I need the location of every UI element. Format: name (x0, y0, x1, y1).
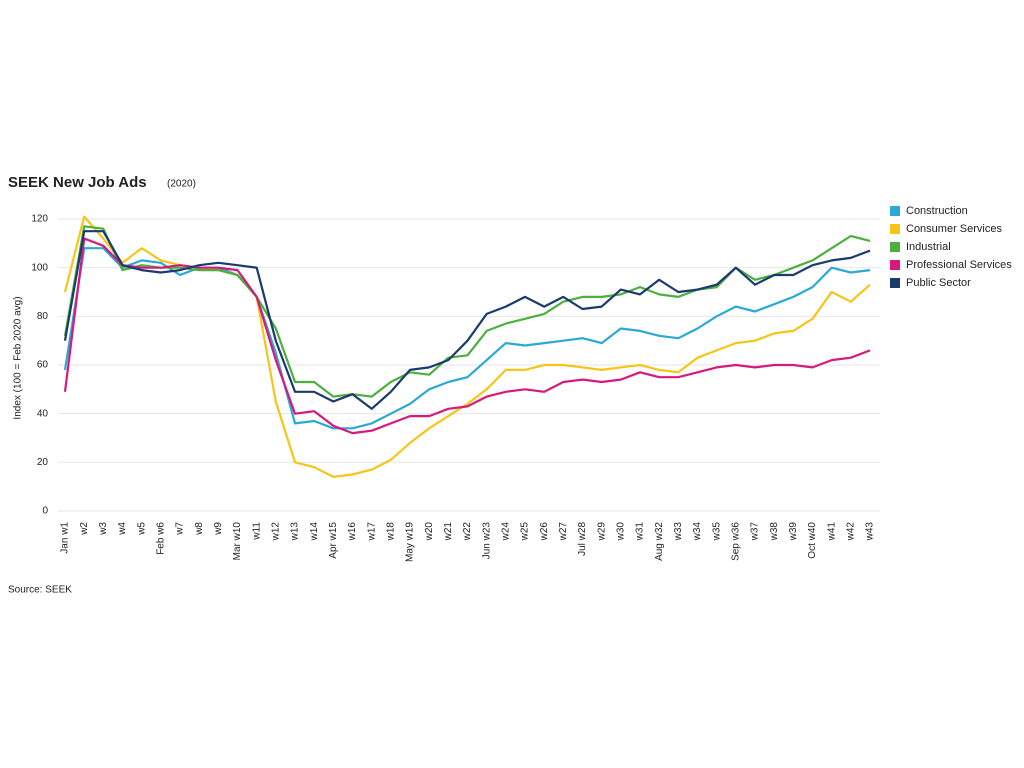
source-note: Source: SEEK (8, 585, 72, 596)
x-tick-label: Aug w32 (654, 522, 665, 561)
chart-title: SEEK New Job Ads (8, 174, 147, 191)
y-tick-label: 0 (42, 506, 48, 517)
legend-swatch (890, 206, 900, 216)
x-tick-label: May w19 (405, 522, 416, 562)
x-tick-label: w3 (98, 522, 109, 536)
x-tick-label: w8 (194, 522, 205, 536)
x-tick-label: w25 (520, 522, 531, 542)
series-line (63, 225, 871, 398)
x-tick-label: w11 (251, 522, 262, 541)
x-tick-label: w42 (845, 522, 856, 542)
x-tick-label: w12 (270, 522, 281, 542)
x-tick-label: Oct w40 (807, 522, 818, 559)
x-tick-label: w5 (136, 522, 147, 536)
x-tick-label: w34 (692, 522, 703, 542)
y-axis-label: Index (100 = Feb 2020 avg) (13, 296, 24, 419)
legend-swatch (890, 260, 900, 270)
x-tick-label: Apr w15 (328, 522, 339, 559)
x-tick-label: w18 (385, 522, 396, 542)
x-tick-label: w37 (750, 522, 761, 542)
y-tick-label: 40 (37, 408, 49, 419)
series-line (63, 237, 871, 435)
legend-label: Consumer Services (906, 223, 1002, 235)
legend-label: Industrial (906, 241, 951, 253)
x-tick-label: w4 (117, 522, 128, 536)
x-tick-label: w38 (769, 522, 780, 542)
x-tick-label: Sep w36 (730, 522, 741, 561)
x-tick-label: w20 (424, 522, 435, 542)
y-tick-label: 120 (31, 214, 48, 225)
x-tick-label: w39 (788, 522, 799, 542)
x-tick-label: w21 (443, 522, 454, 542)
x-tick-label: w35 (711, 522, 722, 542)
x-tick-label: w13 (290, 522, 301, 542)
legend-label: Public Sector (906, 277, 971, 289)
x-tick-label: w30 (615, 522, 626, 542)
x-tick-label: w16 (347, 522, 358, 542)
x-tick-label: Jul w28 (577, 522, 588, 556)
x-tick-label: Feb w6 (155, 522, 166, 555)
x-tick-label: w22 (462, 522, 473, 542)
x-tick-label: w7 (175, 522, 186, 536)
x-tick-label: w29 (596, 522, 607, 542)
x-tick-label: w41 (826, 522, 837, 542)
y-tick-label: 60 (37, 360, 49, 371)
x-tick-label: w31 (635, 522, 646, 542)
x-tick-label: Jan w1 (60, 522, 71, 554)
series-line (63, 230, 871, 410)
legend-swatch (890, 278, 900, 288)
x-tick-label: Mar w10 (232, 522, 243, 561)
legend-swatch (890, 224, 900, 234)
chart-subtitle: (2020) (167, 179, 196, 190)
y-tick-label: 80 (37, 311, 49, 322)
x-tick-label: w14 (309, 522, 320, 542)
x-tick-label: w27 (558, 522, 569, 542)
legend-label: Construction (906, 205, 968, 217)
legend-swatch (890, 242, 900, 252)
series-line (63, 215, 871, 478)
x-tick-label: w26 (539, 522, 550, 542)
x-tick-label: w2 (79, 522, 90, 536)
x-tick-label: w17 (366, 522, 377, 542)
legend-label: Professional Services (906, 259, 1012, 271)
x-tick-label: w33 (673, 522, 684, 542)
y-tick-label: 20 (37, 457, 49, 468)
x-tick-label: w43 (865, 522, 876, 542)
x-tick-label: w9 (213, 522, 224, 536)
y-tick-label: 100 (31, 262, 48, 273)
x-tick-label: w24 (500, 522, 511, 542)
x-tick-label: Jun w23 (481, 522, 492, 560)
